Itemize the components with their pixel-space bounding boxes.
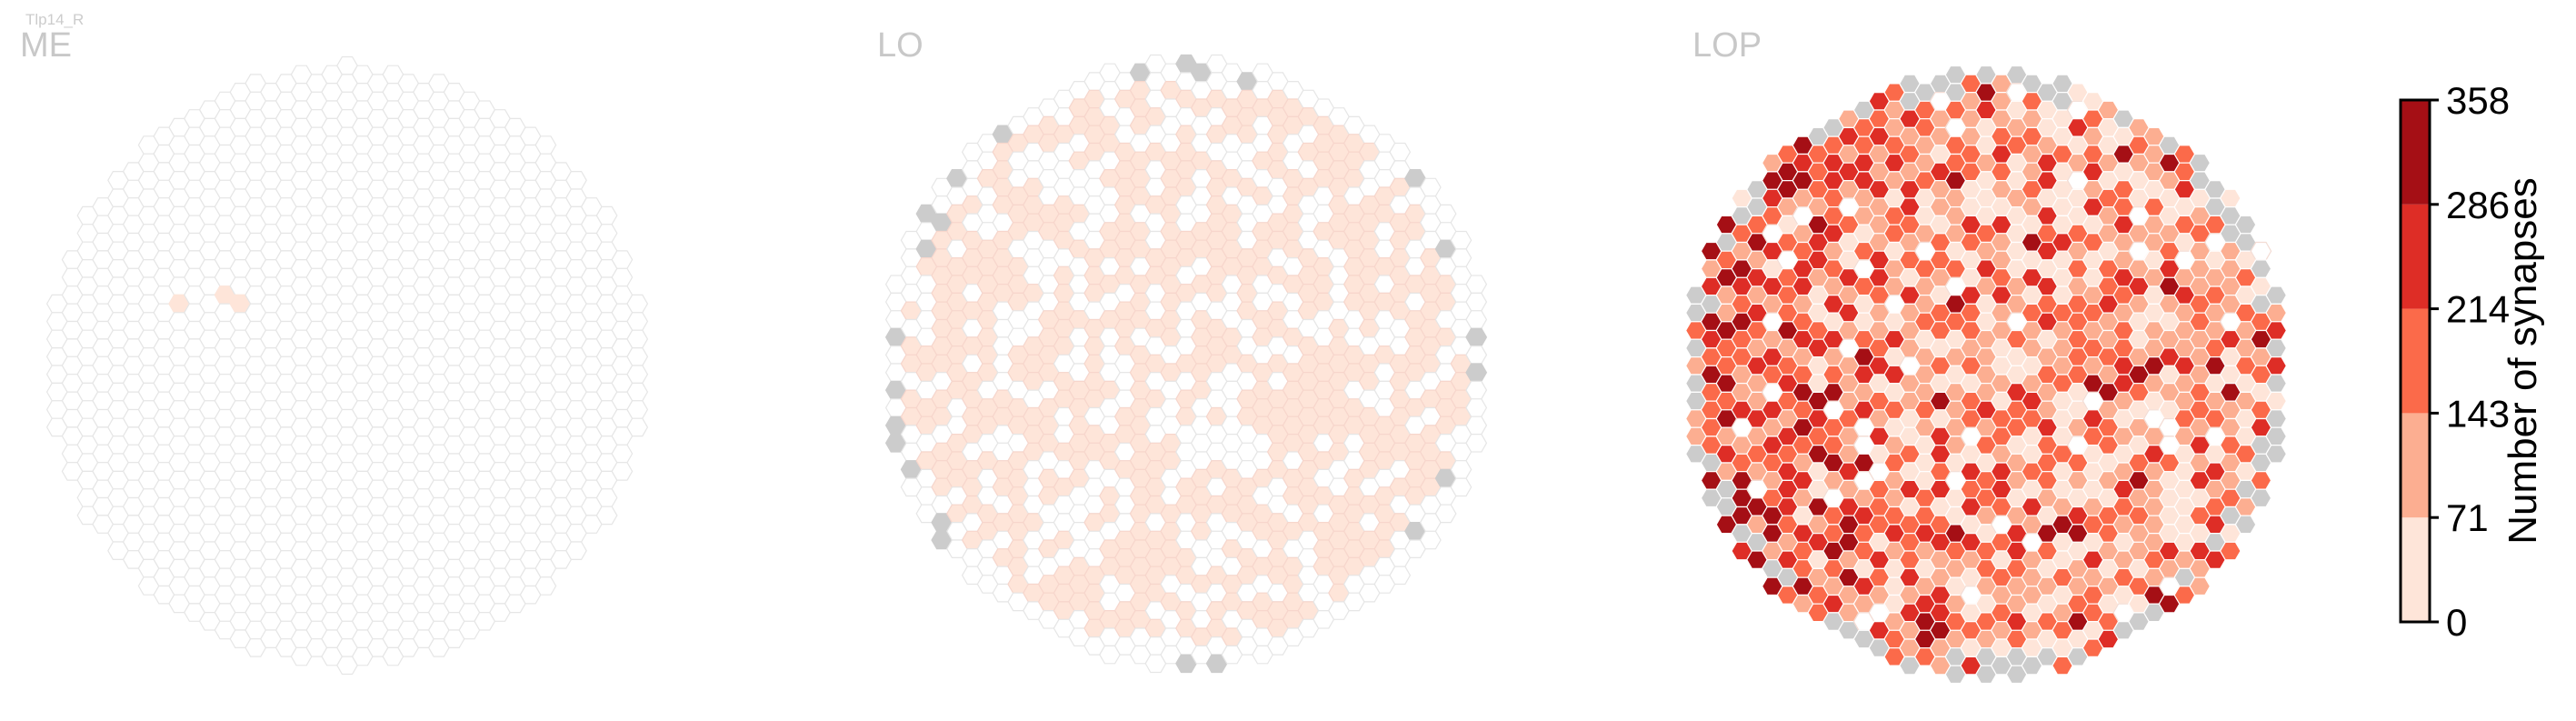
colorbar: 0 71 143 214 286 358 Number of synapses (2399, 79, 2545, 644)
hex-column (1434, 504, 1457, 524)
hex-column (2265, 409, 2288, 428)
hex-column (626, 400, 649, 419)
hex-column (611, 267, 634, 287)
hex-column (565, 541, 587, 561)
hex-column (2219, 188, 2242, 208)
hex-column (595, 506, 618, 526)
hex-column (1465, 345, 1488, 365)
colorbar-ticks: 0 71 143 214 286 358 (2430, 79, 2510, 644)
hex-column (611, 250, 634, 269)
hex-column (626, 294, 649, 314)
hex-column (2250, 488, 2272, 508)
colorbar-tick-label: 358 (2446, 79, 2510, 122)
hex-column (1465, 434, 1488, 453)
hex-column (2265, 285, 2288, 305)
hex-column (1450, 230, 1473, 250)
hex-column (2189, 153, 2212, 173)
hex-column (1465, 363, 1488, 382)
hex-column (1465, 380, 1488, 400)
hex-column (2265, 303, 2288, 323)
colorbar-bin (2401, 204, 2430, 309)
hex-column (2265, 391, 2288, 411)
hex-grid-lop (1684, 65, 2288, 685)
hex-column (2265, 426, 2288, 446)
hex-column (1434, 204, 1457, 224)
colorbar-bin (2401, 100, 2430, 205)
hex-column (2234, 515, 2257, 535)
panel-title-me: ME (20, 26, 72, 65)
hex-column (565, 171, 587, 190)
colorbar-bin (2401, 517, 2430, 622)
hex-column (2265, 374, 2288, 393)
colorbar-tick-label: 286 (2446, 184, 2510, 226)
hex-column (611, 444, 634, 464)
panel-title-lop: LOP (1692, 26, 1762, 65)
hex-column (2189, 576, 2212, 596)
hex-column (2265, 321, 2288, 340)
colorbar-tick-label: 143 (2446, 392, 2510, 435)
hex-column (1465, 398, 1488, 417)
hex-column (1389, 142, 1412, 162)
hex-column (626, 329, 649, 349)
hex-column (1419, 177, 1442, 197)
hex-column (1419, 530, 1442, 550)
hex-column (2250, 471, 2272, 490)
hex-column (1465, 292, 1488, 312)
hex-column (626, 312, 649, 331)
panel-title-lo: LO (877, 26, 924, 65)
hex-column (2250, 241, 2272, 261)
hex-column (2250, 259, 2272, 278)
hex-column (2265, 356, 2288, 376)
hex-grid-lo (884, 54, 1488, 674)
hex-column (534, 576, 557, 596)
colorbar-bins (2401, 100, 2430, 622)
hex-column (2265, 445, 2288, 464)
hex-column (1450, 248, 1473, 267)
panel-lop: LOP (1684, 26, 2288, 685)
hex-column (1465, 310, 1488, 329)
hex-column (1450, 460, 1473, 479)
colorbar-tick-label: 214 (2446, 288, 2510, 331)
panel-me: ME (20, 26, 649, 676)
hex-column (611, 462, 634, 481)
hex-column (626, 382, 649, 402)
hex-column (626, 417, 649, 437)
hex-column (595, 488, 618, 507)
colorbar-label: Number of synapses (2501, 177, 2545, 545)
hex-column (2219, 541, 2242, 561)
hex-column (1450, 477, 1473, 497)
hex-column (1465, 275, 1488, 294)
hex-column (1465, 327, 1488, 347)
colorbar-frame (2399, 98, 2431, 624)
panel-lo: LO (877, 26, 1488, 674)
hex-grid-me (45, 55, 649, 676)
hex-column (595, 224, 618, 243)
hex-column (2265, 338, 2288, 358)
colorbar-bin (2401, 413, 2430, 518)
hex-column (626, 365, 649, 384)
colorbar-bin (2401, 308, 2430, 414)
colorbar-tick-label: 71 (2446, 496, 2489, 539)
colorbar-tick-label: 0 (2446, 601, 2467, 644)
hex-column (2234, 215, 2257, 235)
hex-column (1465, 416, 1488, 436)
hex-column (1389, 566, 1412, 586)
hex-column (595, 205, 618, 225)
neuron-type-label: Tlp14_R (25, 11, 84, 28)
hex-column (534, 135, 557, 155)
hex-column (626, 347, 649, 366)
